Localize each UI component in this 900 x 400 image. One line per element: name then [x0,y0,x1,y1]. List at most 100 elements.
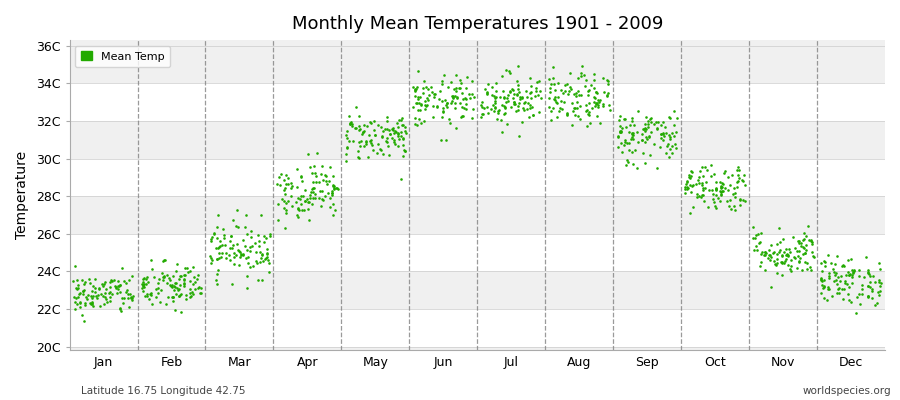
Point [724,171,739,178]
Point [256,239,271,245]
Point [724,206,738,212]
Point [328,185,343,191]
Point [728,190,742,196]
Point [305,201,320,208]
Point [411,94,426,100]
Point [254,212,268,218]
Point [160,272,175,278]
Point [211,244,225,251]
Point [226,217,240,223]
Point [498,104,512,110]
Point [526,112,541,118]
Point [855,282,869,288]
Point [70,282,85,288]
Point [613,129,627,135]
Point [564,100,579,106]
Point [244,227,258,234]
Point [788,255,802,261]
Point [481,81,495,87]
Point [391,131,405,137]
Point [688,181,703,187]
Point [480,90,494,97]
Point [498,104,512,111]
Point [253,248,267,255]
Point [665,143,680,150]
Point [800,266,814,272]
Point [545,74,560,81]
Point [832,278,847,284]
Point [103,298,117,304]
Point [444,79,458,86]
Point [370,149,384,156]
Point [843,256,858,262]
Point [167,280,182,286]
Point [552,108,566,114]
Point [484,92,499,98]
Point [117,278,131,284]
Point [589,100,603,107]
Point [515,95,529,101]
Point [374,147,388,154]
Point [138,292,152,299]
Point [92,286,106,292]
Point [174,273,188,279]
Point [78,302,93,308]
Point [157,273,171,280]
Point [548,94,562,100]
Point [488,94,502,101]
Point [641,120,655,127]
Point [279,181,293,188]
Point [634,131,649,138]
Point [579,102,593,108]
Point [342,137,356,144]
Point [435,98,449,104]
Point [224,232,238,239]
Point [80,296,94,302]
Point [746,234,760,241]
Point [169,290,184,297]
Point [784,257,798,264]
Point [667,107,681,114]
Point [166,287,181,294]
Point [375,133,390,139]
Point [872,260,886,266]
Bar [69,159,885,196]
Point [780,251,795,258]
Point [778,245,793,252]
Point [589,103,603,110]
Point [140,291,154,297]
Point [445,98,459,104]
Point [585,104,599,111]
Point [109,284,123,291]
Point [439,102,454,108]
Bar [69,234,885,272]
Point [532,78,546,84]
Point [498,103,512,109]
Point [686,182,700,188]
Point [435,114,449,120]
Point [508,101,523,107]
Point [418,102,432,108]
Point [249,249,264,256]
Point [560,112,574,118]
Point [427,91,441,97]
Point [616,142,631,148]
Point [770,260,785,266]
Point [531,92,545,99]
Point [389,129,403,136]
Point [601,81,616,87]
Point [97,301,112,308]
Point [712,178,726,185]
Point [678,186,692,192]
Point [292,206,306,213]
Point [840,281,854,287]
Point [76,318,91,325]
Point [478,86,492,92]
Point [587,71,601,77]
Point [830,290,844,296]
Point [144,300,158,307]
Point [212,243,227,250]
Point [184,289,199,296]
Point [505,86,519,92]
Point [465,78,480,84]
